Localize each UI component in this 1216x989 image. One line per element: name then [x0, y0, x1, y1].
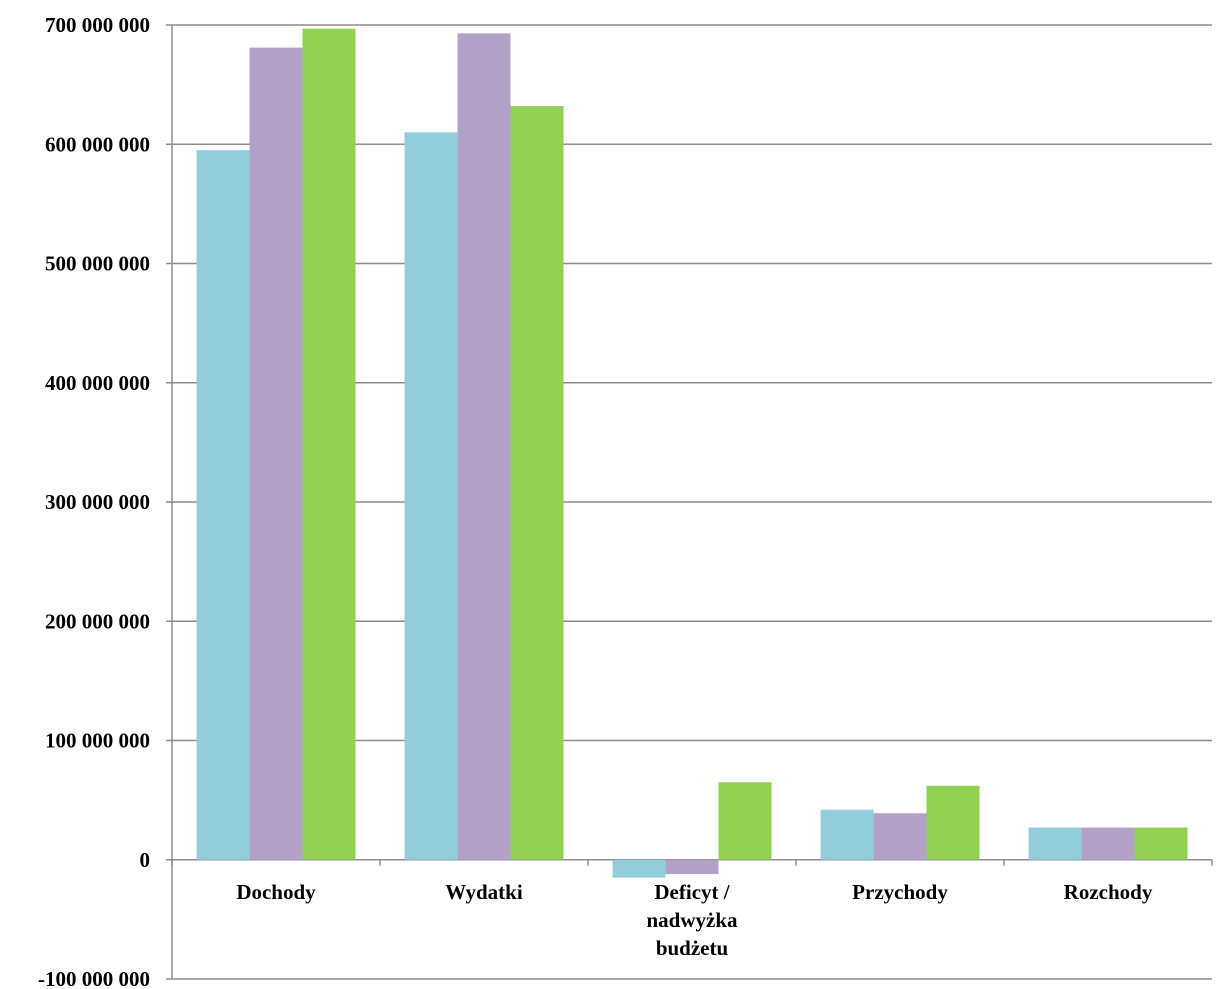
y-tick-label: 200 000 000: [45, 609, 150, 633]
bar: [665, 859, 719, 875]
bar: [302, 28, 356, 860]
category-label: Wydatki: [445, 880, 523, 904]
category-label: Przychody: [852, 880, 948, 904]
bar: [718, 782, 772, 860]
axes: [171, 25, 1213, 979]
bar: [457, 33, 511, 860]
y-tick-label: 400 000 000: [45, 371, 150, 395]
bar: [1081, 827, 1135, 860]
category-label: Dochody: [236, 880, 316, 904]
bars: [196, 28, 1188, 878]
category-label: Deficyt / nadwyżka budżetu: [646, 880, 738, 960]
y-tick-label: 300 000 000: [45, 490, 150, 514]
y-axis-tick-labels: 700 000 000 600 000 000 500 000 000 400 000…: [38, 13, 150, 989]
y-tick-label: 600 000 000: [45, 132, 150, 156]
y-tick-label: 0: [140, 848, 151, 872]
bar: [1028, 827, 1082, 860]
y-tick-label: 100 000 000: [45, 729, 150, 753]
bar: [510, 106, 564, 860]
bar: [404, 132, 458, 860]
y-tick-label: -100 000 000: [38, 967, 150, 989]
category-labels: Dochody Wydatki Deficyt / nadwyżka budżetu Pr…: [236, 880, 1153, 960]
bar: [926, 785, 980, 860]
y-tick-label: 500 000 000: [45, 252, 150, 276]
y-tick-label: 700 000 000: [45, 13, 150, 37]
bar: [820, 809, 874, 860]
bar: [196, 150, 250, 860]
bar: [249, 47, 303, 860]
bar: [612, 859, 666, 878]
bar: [1134, 827, 1188, 860]
bar: [873, 813, 927, 860]
category-label: Rozchody: [1064, 880, 1153, 904]
